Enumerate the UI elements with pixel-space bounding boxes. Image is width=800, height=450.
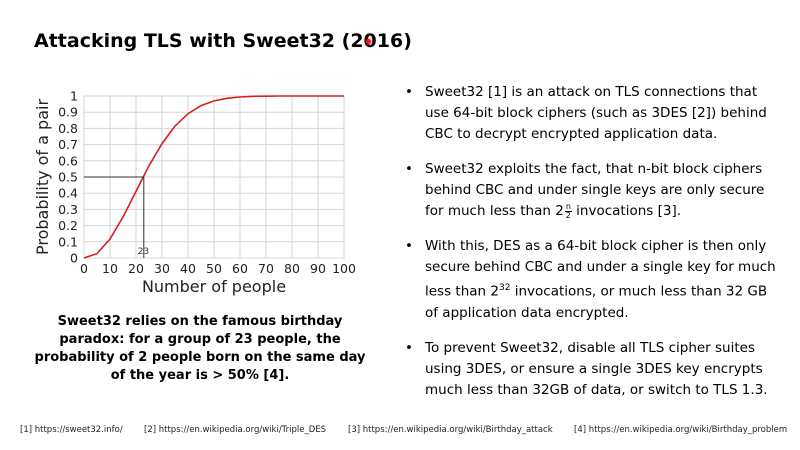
reference-link[interactable]: [3] https://en.wikipedia.org/wiki/Birthd… (348, 425, 553, 435)
y-tick-label: 0.5 (58, 170, 78, 185)
bullet-item: • Sweet32 [1] is an attack on TLS connect… (405, 84, 767, 142)
annotation-label-23: 23 (138, 247, 149, 257)
x-tick-label: 100 (332, 261, 356, 276)
x-tick-label: 80 (284, 261, 300, 276)
bullet-text: Sweet32 exploits the fact, that n-bit bl… (425, 161, 765, 219)
laser-pointer-dot (366, 39, 371, 44)
x-tick-label: 40 (180, 261, 196, 276)
bullet-text: To prevent Sweet32, disable all TLS ciph… (425, 339, 768, 398)
reference-link[interactable]: [2] https://en.wikipedia.org/wiki/Triple… (144, 425, 327, 435)
chart-grid (83, 95, 345, 259)
x-tick-label: 90 (310, 261, 326, 276)
y-tick-label: 0.1 (58, 234, 78, 249)
y-tick-label: 0.7 (58, 137, 78, 152)
reference-link[interactable]: [1] https://sweet32.info/ (20, 425, 123, 435)
bullet-item: • With this, DES as a 64-bit block cipher… (405, 238, 776, 321)
y-axis-label: Probability of a pair (33, 99, 52, 255)
bullet-list: • Sweet32 [1] is an attack on TLS connect… (405, 82, 780, 415)
reference-link[interactable]: [4] https://en.wikipedia.org/wiki/Birthd… (574, 425, 788, 435)
y-tick-label: 0.2 (58, 218, 78, 233)
bullet-text: With this, DES as a 64-bit block cipher … (425, 238, 776, 300)
y-tick-labels: 0 0.10.20.30.40.5 0.60.70.80.91 (58, 89, 78, 266)
bullet-text: Sweet32 [1] is an attack on TLS connecti… (425, 84, 767, 142)
x-tick-labels: 0 10 20 30 40 50 60 70 80 90 100 (80, 261, 356, 276)
x-tick-label: 0 (80, 261, 88, 276)
bullet-item: • To prevent Sweet32, disable all TLS cip… (405, 339, 768, 398)
bullet-text: invocations, or much less than 32 GB of … (425, 283, 768, 321)
bullet-item: • Sweet32 exploits the fact, that n-bit b… (405, 161, 765, 220)
probability-curve (83, 95, 344, 259)
chart-caption: Sweet32 relies on the famous birthday pa… (34, 314, 366, 383)
x-tick-label: 70 (258, 261, 274, 276)
y-tick-label: 0 (70, 251, 78, 266)
y-tick-label: 0.8 (58, 121, 78, 136)
x-axis-label: Number of people (142, 277, 286, 296)
y-tick-label: 0.4 (58, 186, 78, 201)
x-tick-label: 20 (128, 261, 144, 276)
birthday-paradox-chart: 0 10 20 30 40 50 60 70 80 90 100 00.10.20.30.40.50… (33, 89, 356, 297)
y-tick-label: 0.3 (58, 202, 78, 217)
y-tick-label: 1 (70, 89, 78, 104)
x-tick-label: 50 (206, 261, 222, 276)
slide-title: Attacking TLS with Sweet32 (2016) (34, 30, 412, 52)
x-tick-label: 10 (102, 261, 118, 276)
y-tick-label: 0.9 (58, 105, 78, 120)
y-tick-label: 0.6 (58, 153, 78, 168)
annotation-line-23 (84, 176, 145, 258)
x-tick-label: 60 (232, 261, 248, 276)
x-tick-label: 30 (154, 261, 170, 276)
exponent: 32 (498, 283, 511, 293)
bullet-text: invocations [3]. (571, 203, 682, 219)
